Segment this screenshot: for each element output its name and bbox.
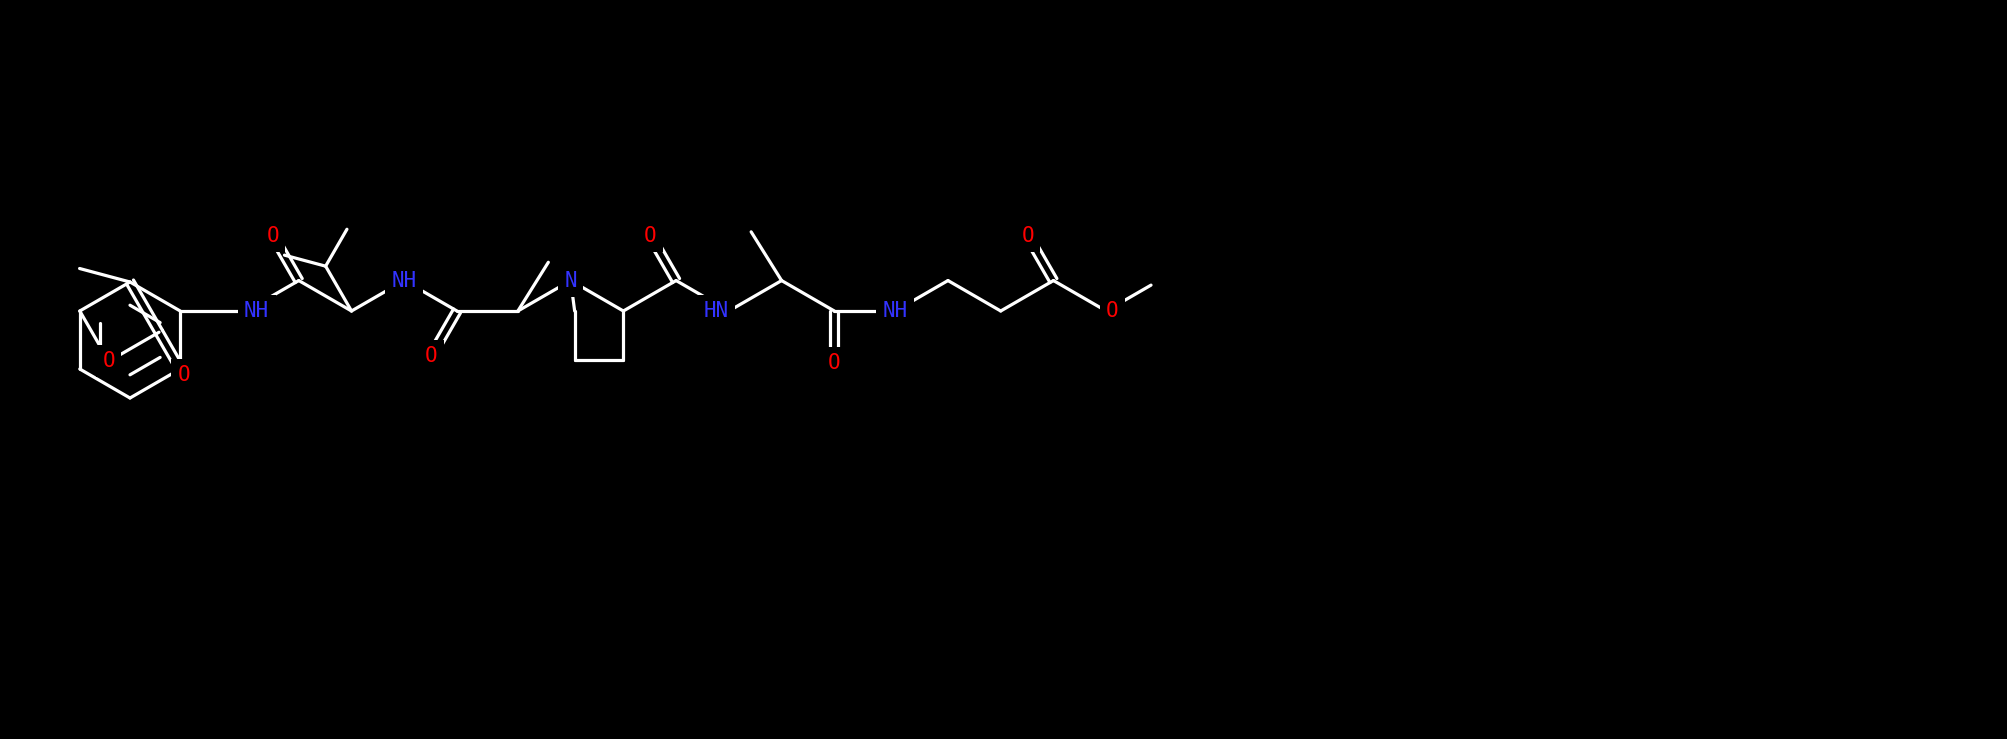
Text: O: O: [829, 353, 841, 372]
Text: O: O: [425, 346, 438, 366]
Text: N: N: [564, 270, 576, 290]
Text: O: O: [644, 225, 656, 246]
Text: NH: NH: [245, 301, 269, 321]
Text: O: O: [102, 351, 114, 371]
Text: O: O: [1106, 301, 1118, 321]
Text: O: O: [1022, 225, 1034, 246]
Text: NH: NH: [883, 301, 907, 321]
Text: O: O: [177, 365, 191, 385]
Text: HN: HN: [704, 301, 729, 321]
Text: NH: NH: [391, 270, 417, 290]
Text: O: O: [267, 225, 279, 246]
